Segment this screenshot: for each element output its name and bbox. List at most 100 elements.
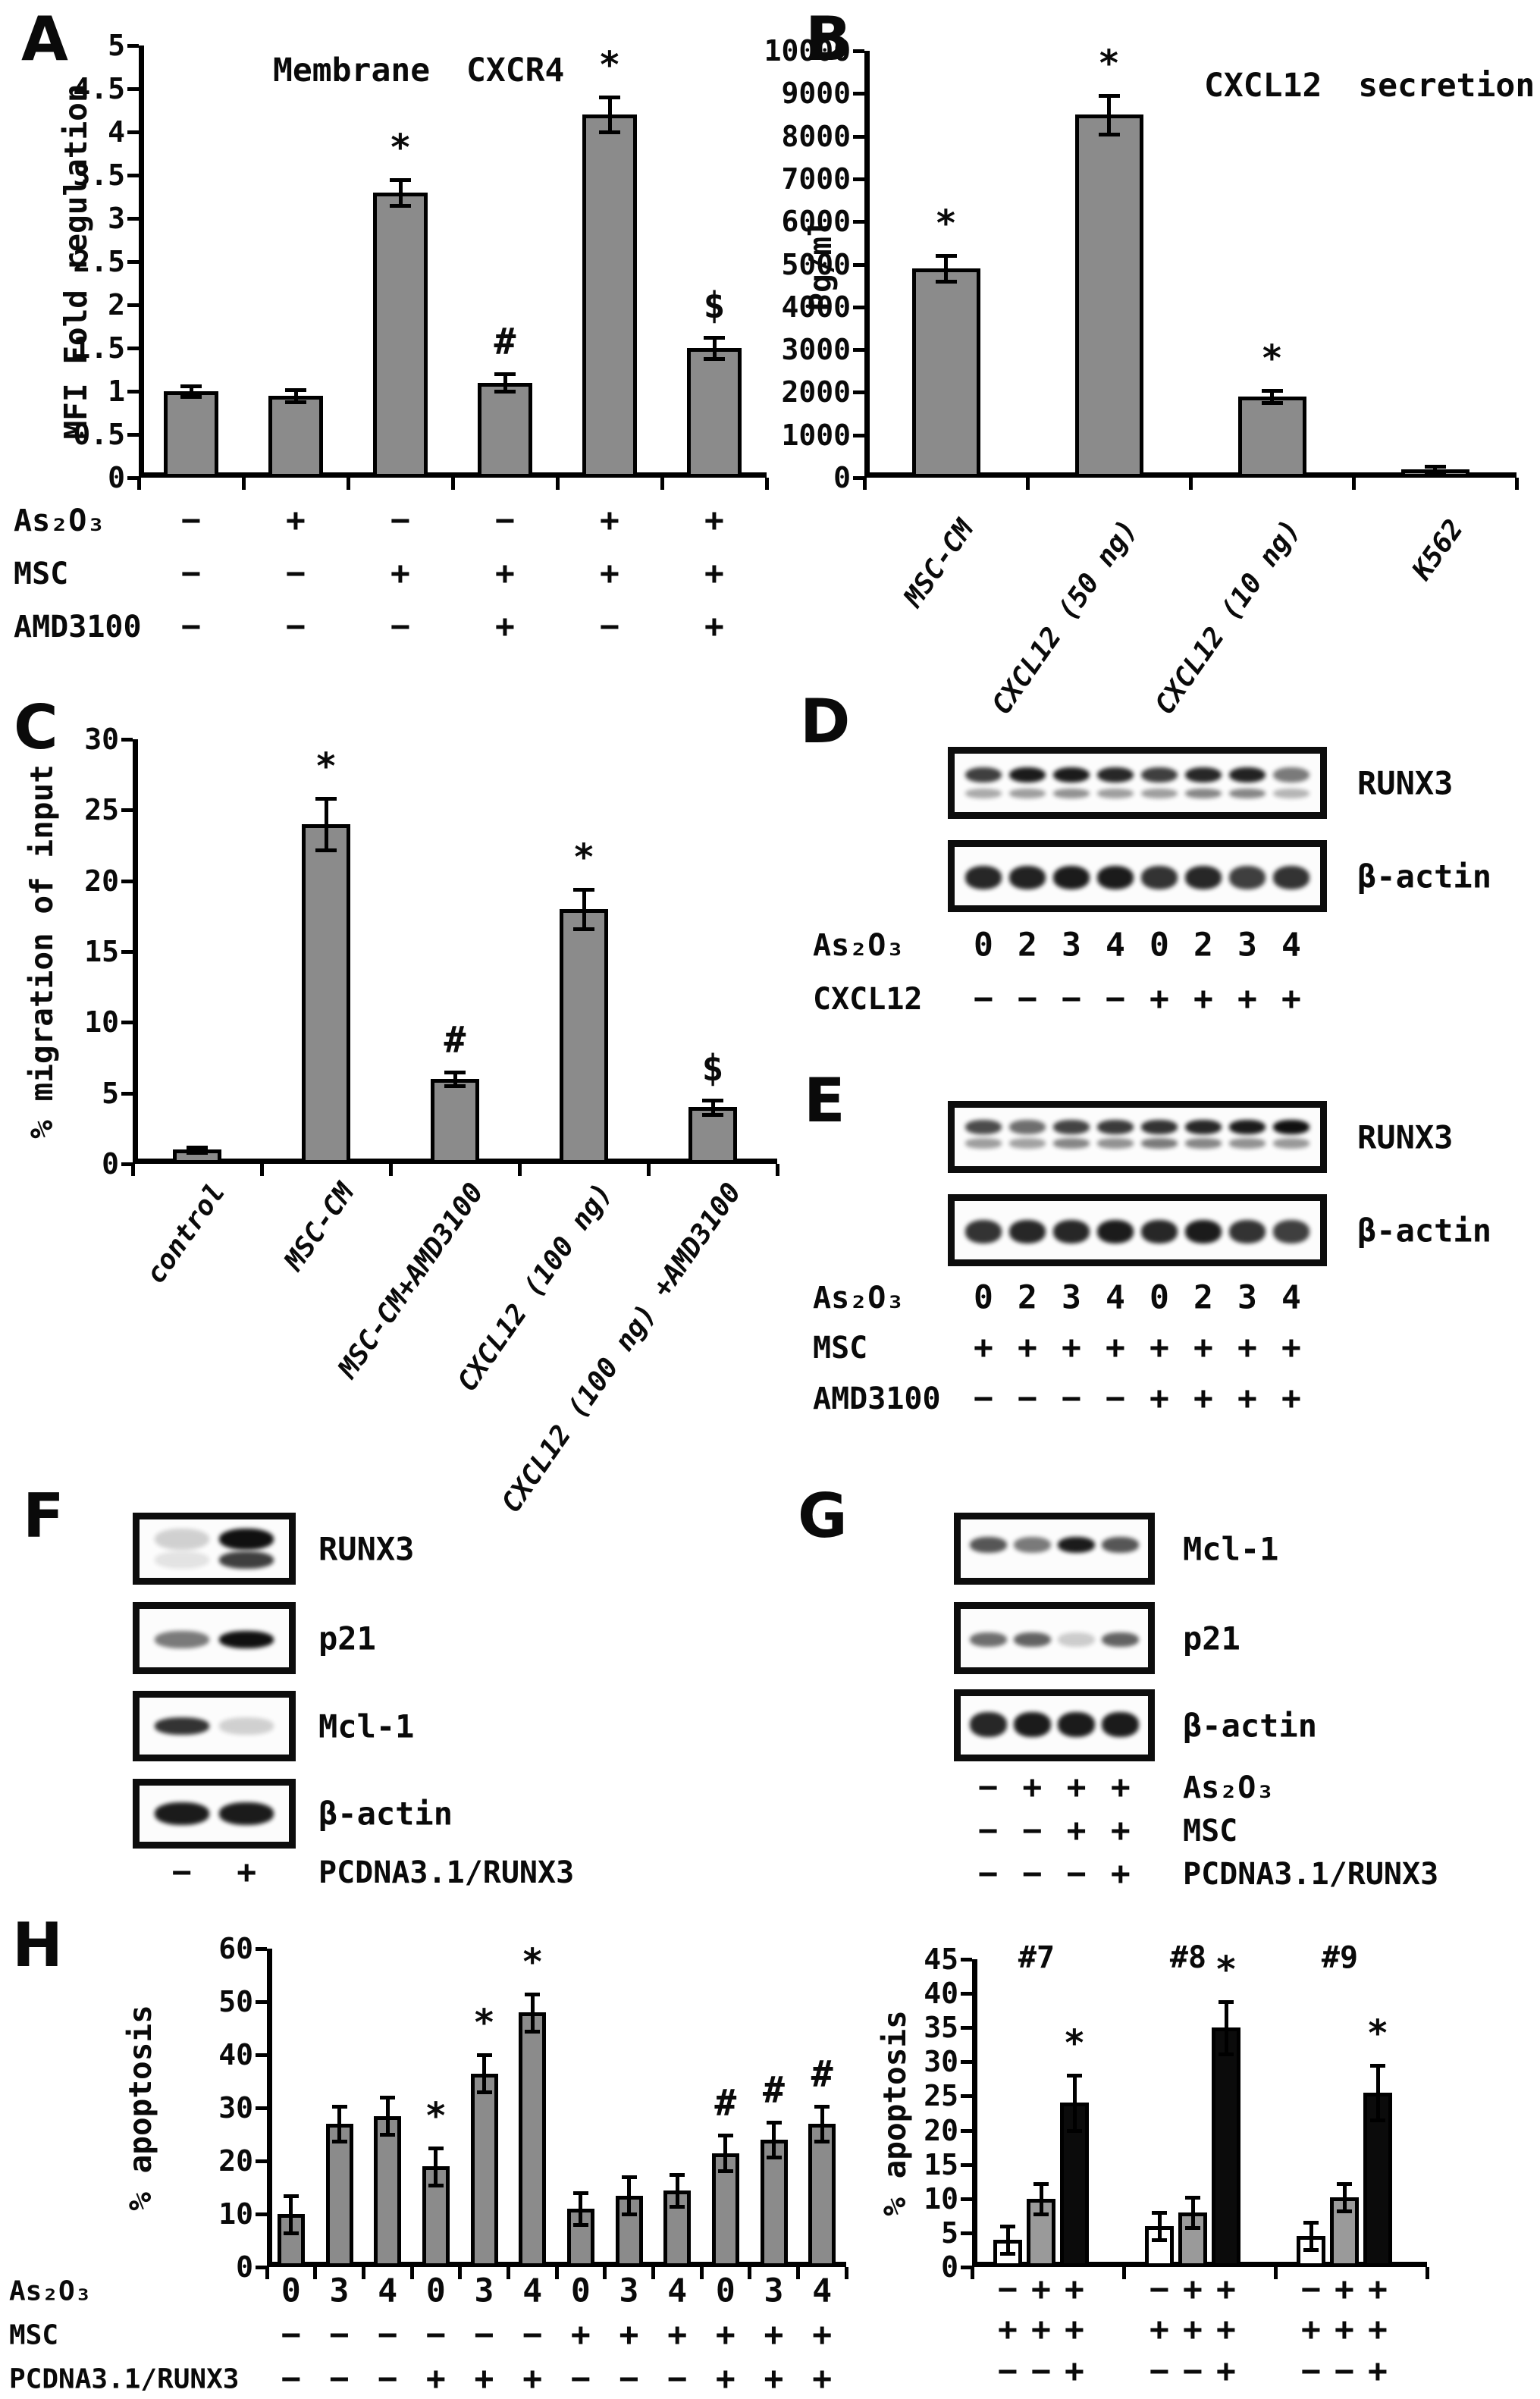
bar — [478, 382, 532, 478]
treatment-value: 4 — [812, 2272, 833, 2310]
treatment-value: − — [998, 2270, 1018, 2309]
treatment-value: + — [998, 2310, 1018, 2349]
error-bar-cap-bottom — [494, 390, 516, 394]
error-bar-cap-top — [428, 2146, 444, 2150]
error-bar-cap-bottom — [285, 400, 306, 404]
panel-d-letter: D — [800, 686, 851, 757]
protein-band — [219, 1717, 274, 1735]
y-tick-mark — [853, 220, 864, 224]
protein-band — [1008, 1220, 1046, 1243]
y-tick-label: 2 — [108, 288, 125, 321]
protein-band — [964, 1138, 1002, 1149]
blot-protein-label: β-actin — [318, 1795, 453, 1833]
treatment-value: 0 — [1150, 1278, 1169, 1317]
treatment-value: + — [1183, 2310, 1203, 2349]
protein-band — [1228, 767, 1266, 783]
treatment-value: − — [286, 554, 306, 593]
error-bar-cap-top — [1370, 2063, 1385, 2068]
error-bar-cap-bottom — [444, 1084, 466, 1089]
protein-band — [1184, 866, 1222, 889]
protein-band — [964, 866, 1002, 889]
y-tick-mark — [853, 348, 864, 353]
y-tick-label: 25 — [924, 2079, 958, 2113]
y-tick-label: 20 — [218, 2144, 253, 2178]
y-tick-label: 0 — [102, 1147, 119, 1181]
panel-h-right-bar-chart: % apoptosis 0 5 10 15 20 25 30 35 40 45 #7 * #8 * #9 * − +… — [872, 1930, 1540, 2399]
error-bar-line — [398, 179, 403, 205]
x-tick-mark — [1121, 2267, 1126, 2279]
error-bar-line — [503, 374, 507, 391]
protein-band — [1272, 789, 1310, 799]
significance-marker: * — [1215, 1948, 1237, 1991]
x-tick-mark — [313, 2267, 318, 2279]
y-tick-label: 0.5 — [73, 418, 125, 451]
y-tick-mark — [256, 2266, 267, 2269]
x-tick-mark — [764, 478, 769, 490]
protein-band — [154, 1717, 209, 1735]
treatment-value: + — [495, 554, 515, 593]
treatment-value: − — [425, 2316, 446, 2354]
treatment-value: 0 — [281, 2272, 301, 2310]
error-bar-line — [712, 337, 717, 359]
protein-band — [964, 1119, 1002, 1134]
blot-protein-label: β-actin — [1357, 1212, 1492, 1249]
treatment-value: − — [1018, 980, 1037, 1018]
protein-band — [1058, 1712, 1096, 1737]
blot-protein-label: Mcl-1 — [1183, 1530, 1279, 1567]
treatment-value: + — [1216, 2270, 1236, 2309]
error-bar-cap-top — [1185, 2195, 1200, 2200]
x-tick-mark — [775, 1164, 779, 1176]
error-bar-line — [482, 2055, 486, 2092]
protein-band — [1096, 1138, 1134, 1149]
treatment-value: − — [978, 1855, 999, 1893]
bar — [302, 824, 350, 1164]
error-bar-cap-bottom — [1098, 132, 1120, 136]
protein-band — [1058, 1537, 1096, 1554]
treatment-value: + — [1110, 1855, 1131, 1893]
blot-protein-label: RUNX3 — [1357, 764, 1454, 801]
blot-protein-label: p21 — [1183, 1620, 1240, 1657]
treatment-value: + — [667, 2316, 688, 2354]
significance-marker: * — [425, 2094, 447, 2137]
protein-band — [1008, 789, 1046, 799]
x-tick-mark — [555, 478, 560, 490]
treatment-value: 4 — [378, 2272, 398, 2310]
treatment-value: + — [1237, 1379, 1257, 1418]
y-tick-label: 0 — [108, 461, 125, 494]
treatment-value: + — [1183, 2270, 1203, 2309]
error-bar-cap-bottom — [380, 2133, 396, 2137]
error-bar-line — [195, 1146, 199, 1153]
y-tick-label: 0 — [833, 461, 851, 494]
error-bar-cap-top — [476, 2053, 492, 2057]
error-bar-cap-top — [814, 2104, 830, 2109]
x-tick-mark — [517, 1164, 522, 1176]
error-bar-cap-bottom — [599, 130, 620, 134]
protein-band — [1052, 1119, 1090, 1134]
y-tick-mark — [853, 92, 864, 96]
x-tick-mark — [136, 478, 141, 490]
treatment-value: 4 — [1106, 1278, 1125, 1317]
error-bar-line — [582, 889, 586, 930]
blot-box-Mcl-1 — [954, 1513, 1155, 1585]
blot-box-β-actin — [133, 1779, 296, 1849]
treatment-value: 4 — [1106, 926, 1125, 964]
treatment-value: + — [1066, 1811, 1087, 1850]
error-bar-line — [1270, 390, 1274, 403]
treatment-value: − — [998, 2352, 1018, 2391]
treatment-value: + — [1281, 1328, 1301, 1367]
protein-band — [1272, 1119, 1310, 1134]
x-category-text: MSC-CM — [898, 514, 981, 613]
error-bar-cap-bottom — [573, 927, 594, 932]
panel-e-letter: E — [804, 1065, 845, 1136]
treatment-value: 4 — [1281, 1278, 1301, 1317]
error-bar-line — [289, 2195, 293, 2233]
error-bar-line — [675, 2174, 679, 2206]
bar — [1237, 397, 1306, 478]
panel-c-letter: C — [14, 692, 58, 763]
error-bar-cap-top — [621, 2175, 637, 2179]
error-bar-line — [772, 2121, 776, 2158]
y-tick-label: 5000 — [781, 247, 851, 281]
y-tick-mark — [121, 1021, 133, 1025]
group-label: #7 — [1018, 1940, 1055, 1975]
treatment-value: + — [286, 501, 306, 540]
